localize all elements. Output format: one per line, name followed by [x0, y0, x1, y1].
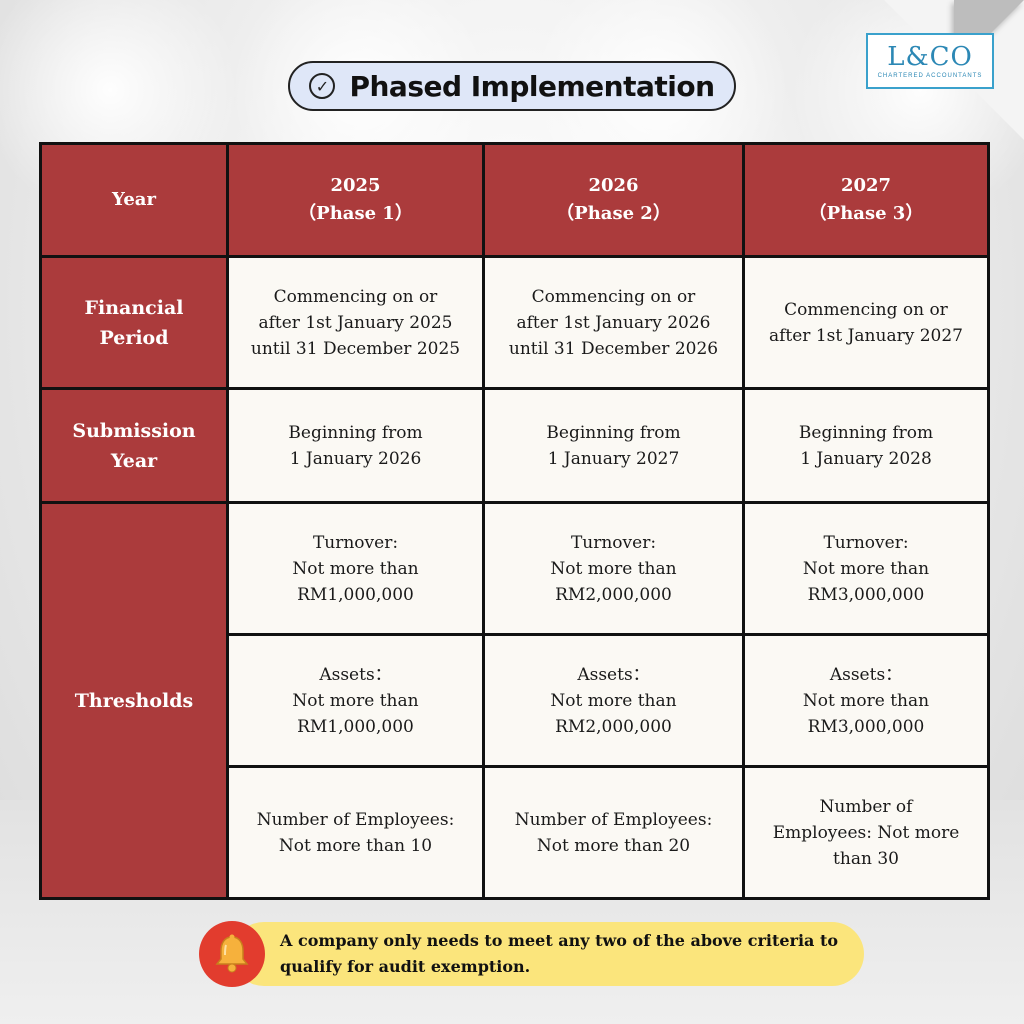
bell-icon [199, 921, 265, 987]
column-header-2025: 2025 （Phase 1） [226, 142, 485, 258]
financial-period-2026: Commencing on or after 1st January 2026 … [482, 255, 745, 390]
turnover-2027: Turnover: Not more than RM3,000,000 [742, 501, 990, 636]
column-year: 2026 [588, 175, 639, 196]
page-title: Phased Implementation [349, 69, 715, 103]
employees-row: Number of Employees: Not more than 10 Nu… [41, 765, 990, 900]
assets-2026: Assets： Not more than RM2,000,000 [482, 633, 745, 768]
check-circle-icon: ✓ [309, 73, 336, 99]
submission-year-2026: Beginning from 1 January 2027 [482, 387, 745, 504]
assets-2025: Assets： Not more than RM1,000,000 [226, 633, 485, 768]
column-phase: （Phase 2） [556, 203, 671, 224]
phased-implementation-table: Year 2025 （Phase 1） 2026 （Phase 2） 2027 … [39, 142, 990, 900]
financial-period-row: Financial Period Commencing on or after … [39, 255, 990, 390]
turnover-2026: Turnover: Not more than RM2,000,000 [482, 501, 745, 636]
employees-2026: Number of Employees: Not more than 20 [482, 765, 745, 900]
turnover-row: Thresholds Turnover: Not more than RM1,0… [39, 501, 990, 900]
audit-exemption-note: A company only needs to meet any two of … [232, 922, 864, 986]
logo-subtitle: CHARTERED ACCOUNTANTS [877, 73, 983, 79]
submission-year-2025: Beginning from 1 January 2026 [226, 387, 485, 504]
note-text: A company only needs to meet any two of … [280, 931, 839, 976]
turnover-2025: Turnover: Not more than RM1,000,000 [226, 501, 485, 636]
employees-2027: Number of Employees: Not more than 30 [742, 765, 990, 900]
submission-year-row: Submission Year Beginning from 1 January… [39, 387, 990, 504]
submission-year-label: Submission Year [39, 387, 229, 504]
financial-period-label: Financial Period [39, 255, 229, 390]
column-header-2026: 2026 （Phase 2） [482, 142, 745, 258]
year-header: Year [39, 142, 229, 258]
assets-2027: Assets： Not more than RM3,000,000 [742, 633, 990, 768]
column-header-2027: 2027 （Phase 3） [742, 142, 990, 258]
column-year: 2025 [330, 175, 381, 196]
column-year: 2027 [840, 175, 892, 196]
logo-mark: L&CO [887, 42, 973, 72]
submission-year-2027: Beginning from 1 January 2028 [742, 387, 990, 504]
assets-row: Assets： Not more than RM1,000,000 Assets… [41, 633, 990, 768]
column-phase: （Phase 1） [298, 203, 413, 224]
financial-period-2025: Commencing on or after 1st January 2025 … [226, 255, 485, 390]
financial-period-2027: Commencing on or after 1st January 2027 [742, 255, 990, 390]
company-logo: L&CO CHARTERED ACCOUNTANTS [866, 33, 994, 89]
title-banner: ✓ Phased Implementation [288, 61, 736, 111]
employees-2025: Number of Employees: Not more than 10 [226, 765, 485, 900]
column-phase: （Phase 3） [808, 203, 924, 224]
thresholds-label: Thresholds [39, 501, 229, 900]
header-row: Year 2025 （Phase 1） 2026 （Phase 2） 2027 … [39, 142, 990, 258]
